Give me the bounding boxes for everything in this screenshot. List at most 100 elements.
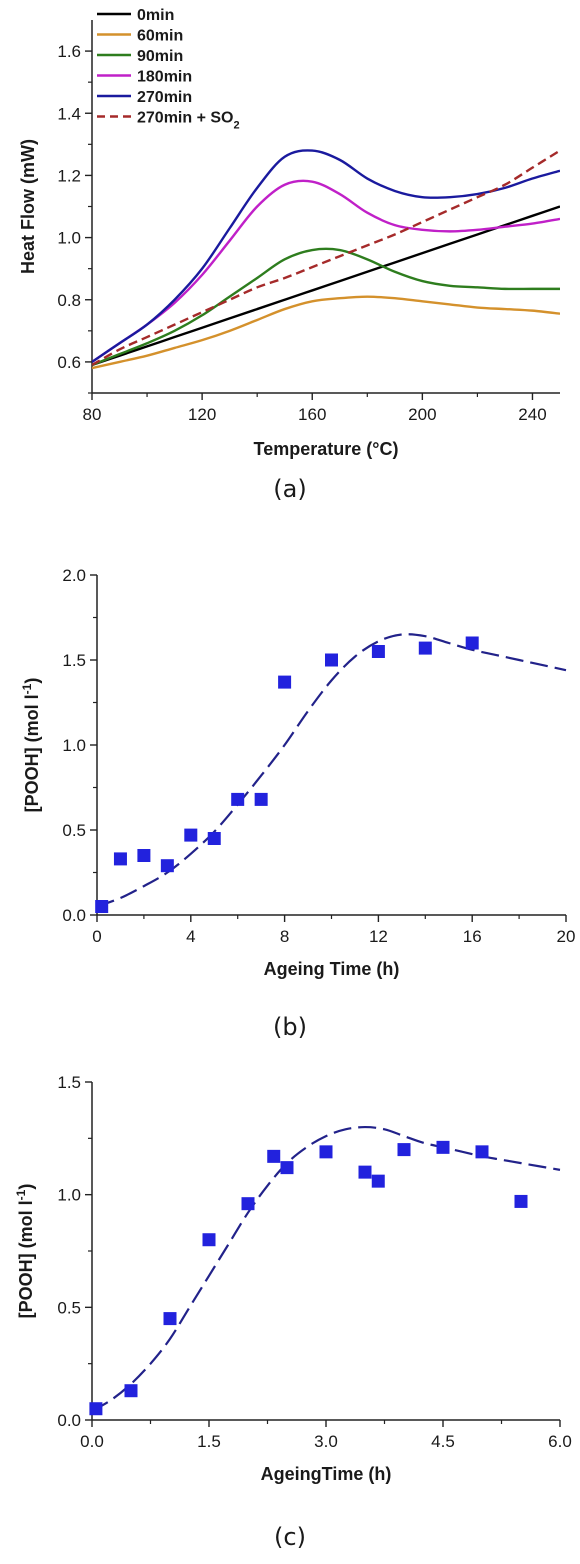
- series-line-90min: [92, 247, 560, 367]
- y-tick-label: 1.6: [57, 42, 81, 61]
- legend-label-text: 0min: [137, 7, 174, 24]
- data-point: [371, 645, 385, 658]
- legend-label-text: 270min: [137, 89, 192, 106]
- data-point: [254, 792, 268, 806]
- data-point: [514, 1194, 528, 1208]
- legend: 0min 60min 90min 180min 270min 270min + SO2: [97, 7, 240, 132]
- y-tick-label: 0.8: [57, 291, 81, 310]
- data-point: [137, 849, 151, 862]
- legend-label-text: 90min: [137, 48, 183, 65]
- data-point: [319, 1145, 333, 1159]
- series-line-270min-so2: [92, 149, 560, 367]
- x-tick-label: 0.0: [80, 1432, 104, 1451]
- x-tick-label: 6.0: [548, 1432, 572, 1451]
- x-tick-label: 0: [92, 927, 101, 946]
- y-tick-label: 0.0: [62, 906, 86, 925]
- legend-label: 60min: [137, 28, 183, 45]
- y-tick-label: 1.5: [57, 1073, 81, 1092]
- x-axis-title: Temperature (°C): [254, 439, 399, 459]
- x-tick-label: 20: [557, 927, 576, 946]
- chart-panel-c: 0.0 1.5 3.0 4.5 6.0 0.0 0.5 1.0 1.5 AgeingTime (h…: [14, 1073, 572, 1551]
- data-point: [475, 1145, 489, 1159]
- x-axis-title: Ageing Time (h): [264, 959, 400, 979]
- data-point: [325, 653, 338, 667]
- x-tick-label: 4: [186, 927, 195, 946]
- data-point: [397, 1143, 411, 1157]
- y-axis-title-main: [POOH] (mol l: [22, 694, 42, 812]
- legend-label: 270min: [137, 89, 192, 106]
- panel-caption: (a): [273, 475, 306, 503]
- data-point: [358, 1165, 372, 1179]
- y-axis-title-sup: -1: [14, 1189, 28, 1200]
- data-point: [124, 1384, 138, 1398]
- legend-label-text: 180min: [137, 69, 192, 86]
- y-tick-label: 1.2: [57, 166, 81, 185]
- x-axis-title: AgeingTime (h): [261, 1464, 392, 1484]
- panel-caption: (b): [273, 1013, 307, 1041]
- data-point: [163, 1312, 177, 1326]
- series-line-60min: [92, 295, 560, 370]
- x-tick-label: 1.5: [197, 1432, 221, 1451]
- y-axis-title-sup: -1: [20, 683, 34, 694]
- legend-label: 180min: [137, 69, 192, 86]
- x-tick-label: 3.0: [314, 1432, 338, 1451]
- x-tick-label: 120: [188, 405, 216, 424]
- fit-curve: [91, 1125, 561, 1412]
- legend-label-text: 270min + SO: [137, 110, 234, 127]
- data-point: [231, 792, 245, 806]
- series-line-180min: [92, 179, 560, 363]
- y-axis-title: [POOH] (mol l-1): [14, 1184, 36, 1319]
- x-tick-label: 240: [518, 405, 546, 424]
- data-point: [207, 832, 221, 845]
- legend-label-sub: 2: [234, 120, 240, 132]
- y-tick-label: 1.0: [62, 736, 86, 755]
- data-point: [267, 1149, 281, 1163]
- legend-label: 0min: [137, 7, 174, 24]
- y-tick-label: 0.6: [57, 353, 81, 372]
- data-point: [465, 636, 479, 650]
- data-point: [89, 1402, 103, 1416]
- x-tick-label: 80: [83, 405, 102, 424]
- y-axis-title-close: ): [16, 1184, 36, 1190]
- y-axis-title: [POOH] (mol l-1): [20, 678, 42, 813]
- panel-caption: (c): [274, 1523, 306, 1551]
- data-point: [113, 852, 127, 866]
- y-tick-label: 1.5: [62, 651, 86, 670]
- y-tick-label: 0.5: [62, 821, 86, 840]
- data-point: [241, 1197, 255, 1211]
- x-tick-label: 4.5: [431, 1432, 455, 1451]
- x-tick-label: 12: [369, 927, 388, 946]
- series-line-0min: [92, 205, 560, 367]
- y-tick-label: 1.0: [57, 1186, 81, 1205]
- legend-label: 90min: [137, 48, 183, 65]
- data-point: [184, 828, 198, 842]
- legend-label: 270min + SO2: [137, 110, 240, 132]
- y-axis-title-close: ): [22, 678, 42, 684]
- x-tick-label: 160: [298, 405, 326, 424]
- y-tick-label: 0.0: [57, 1411, 81, 1430]
- data-point: [436, 1140, 450, 1154]
- legend-label-text: 60min: [137, 28, 183, 45]
- data-point: [280, 1161, 294, 1175]
- x-tick-label: 8: [280, 927, 289, 946]
- chart-panel-b: 0 4 8 12 16 20 0.0 0.5 1.0 1.5 2.0 Ageing Time (h) […: [20, 566, 575, 1041]
- y-tick-label: 2.0: [62, 566, 86, 585]
- fit-curve: [96, 633, 567, 908]
- series-line-270min: [92, 149, 560, 363]
- y-axis-title-main: [POOH] (mol l: [16, 1200, 36, 1318]
- x-tick-label: 16: [463, 927, 482, 946]
- data-point: [278, 675, 292, 689]
- y-tick-label: 1.0: [57, 229, 81, 248]
- data-point: [160, 859, 174, 873]
- data-point: [418, 641, 432, 655]
- data-point: [202, 1233, 216, 1247]
- data-point: [95, 900, 109, 913]
- y-tick-label: 1.4: [57, 104, 81, 123]
- y-axis-title: Heat Flow (mW): [18, 139, 38, 274]
- data-point: [371, 1174, 385, 1188]
- chart-panel-a: 80 120 160 200 240 0.6 0.8 1.0 1.2 1.4 1.6 Temperat…: [18, 7, 560, 503]
- y-tick-label: 0.5: [57, 1298, 81, 1317]
- y-axis-title-main: Heat Flow (mW): [18, 139, 38, 274]
- x-tick-label: 200: [408, 405, 436, 424]
